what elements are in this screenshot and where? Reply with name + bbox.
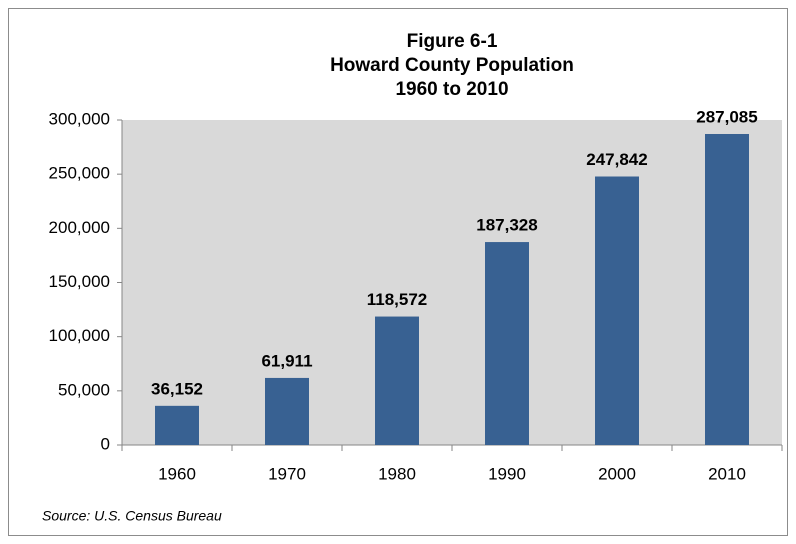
- x-tick-label: 1980: [378, 464, 416, 483]
- chart-title: 1960 to 2010: [395, 79, 508, 100]
- data-label: 118,572: [367, 290, 428, 309]
- data-label: 187,328: [476, 216, 537, 235]
- y-tick-label: 0: [101, 434, 110, 453]
- y-tick-label: 100,000: [49, 326, 110, 345]
- y-tick-label: 300,000: [49, 109, 110, 128]
- bar: [265, 377, 309, 445]
- y-tick-label: 250,000: [49, 164, 110, 183]
- plot-area: [122, 120, 782, 445]
- source-note: Source: U.S. Census Bureau: [42, 508, 222, 524]
- bar: [375, 316, 419, 445]
- data-label: 61,911: [261, 351, 312, 370]
- x-tick-label: 2000: [598, 464, 636, 483]
- bar: [485, 242, 529, 445]
- bar: [705, 133, 749, 445]
- y-tick-label: 150,000: [49, 272, 110, 291]
- x-tick-label: 1960: [158, 464, 196, 483]
- bar: [155, 405, 199, 445]
- y-tick-label: 200,000: [49, 218, 110, 237]
- x-tick-label: 2010: [708, 464, 746, 483]
- data-label: 247,842: [586, 150, 647, 169]
- y-tick-label: 50,000: [58, 380, 110, 399]
- chart-title: Figure 6-1: [407, 31, 498, 52]
- data-label: 36,152: [151, 379, 203, 398]
- bar: [595, 176, 639, 445]
- data-label: 287,085: [696, 107, 757, 126]
- x-tick-label: 1990: [488, 464, 526, 483]
- x-tick-label: 1970: [268, 464, 306, 483]
- chart-title: Howard County Population: [330, 55, 574, 76]
